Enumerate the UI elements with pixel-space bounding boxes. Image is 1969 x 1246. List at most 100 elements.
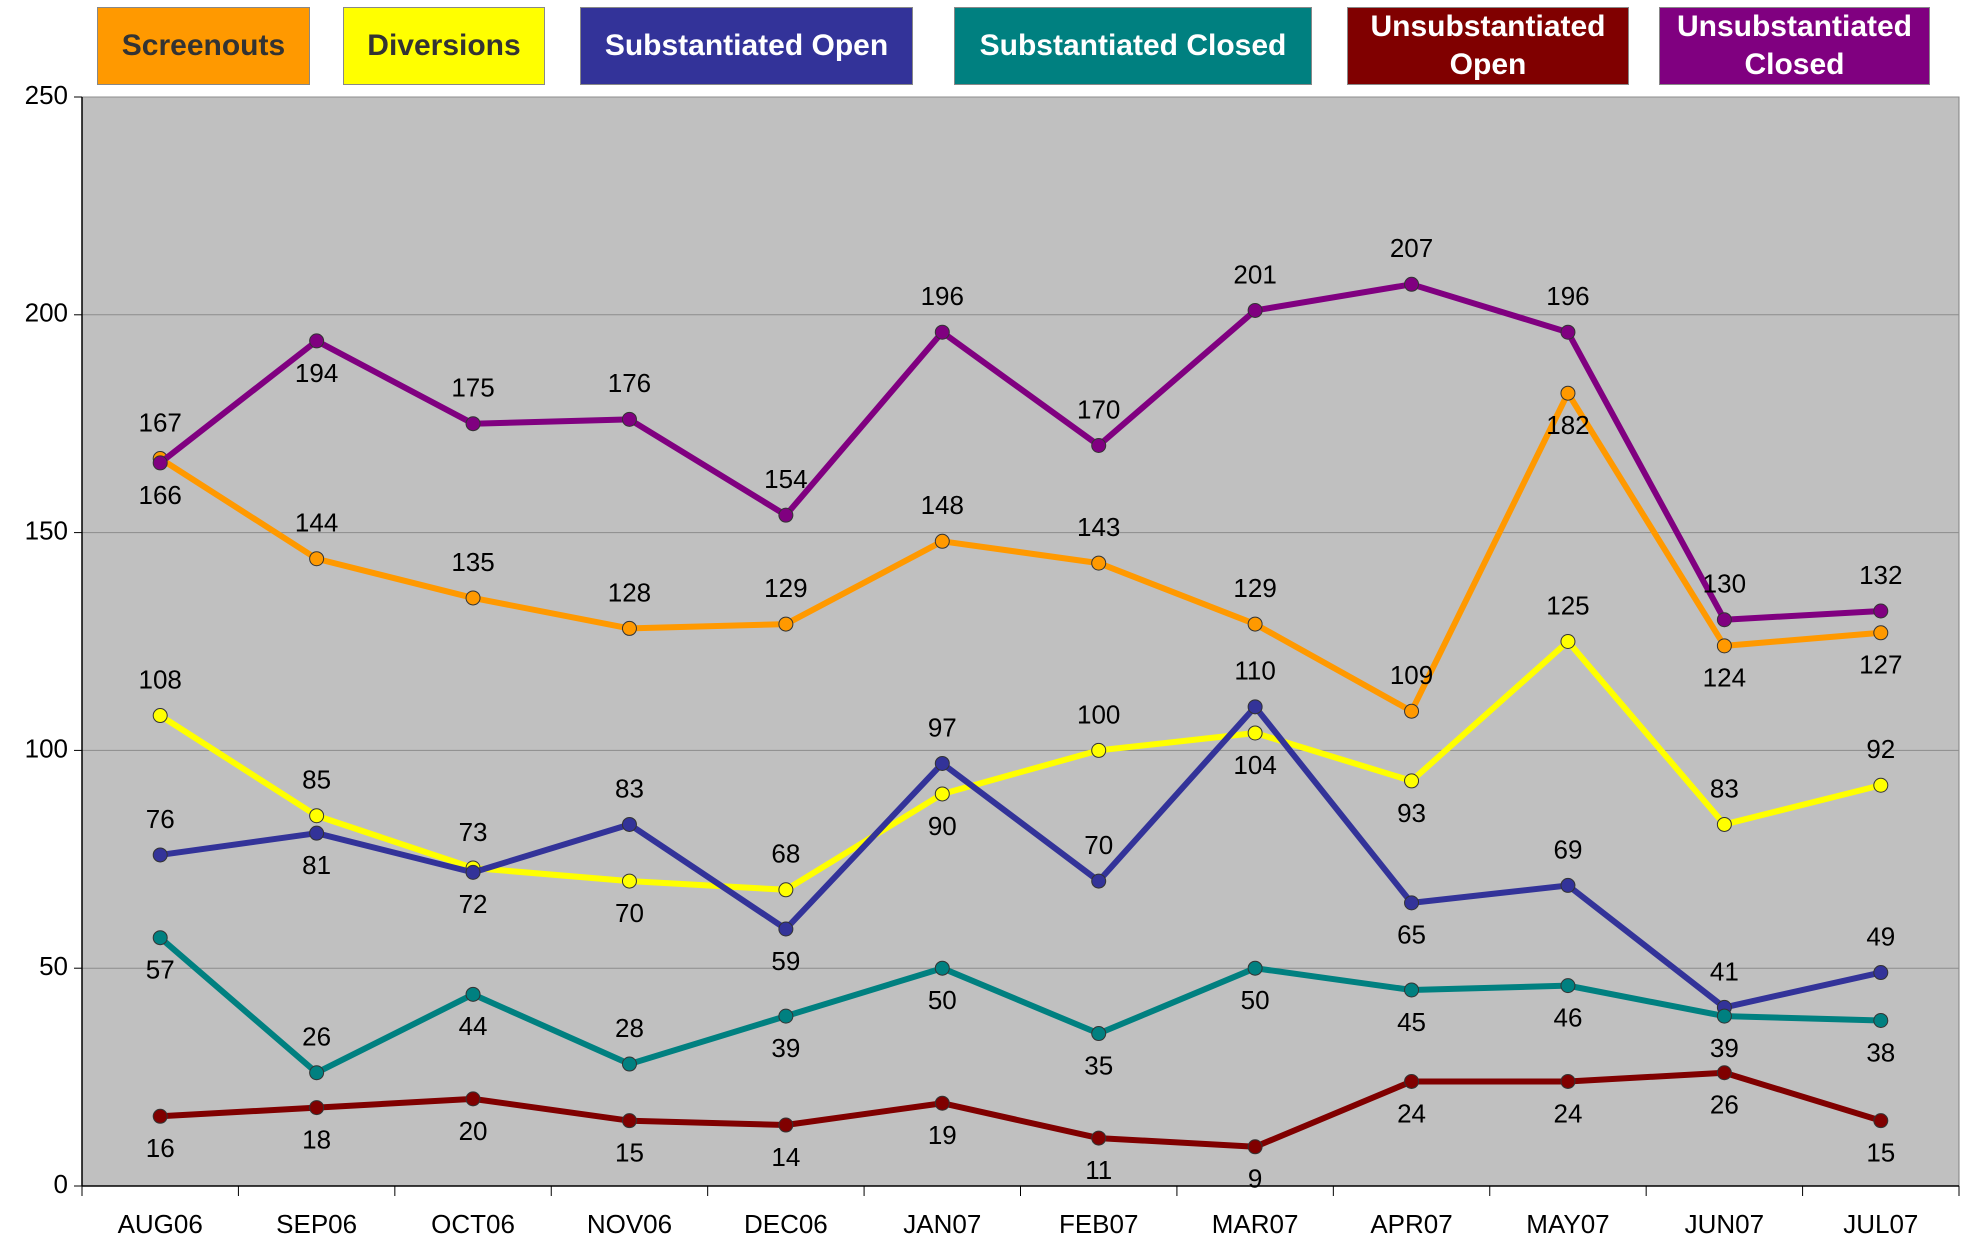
data-point — [934, 1095, 950, 1111]
data-label: 85 — [302, 765, 331, 795]
data-point — [1247, 1139, 1263, 1155]
data-point — [1560, 324, 1576, 340]
data-point — [621, 873, 637, 889]
series-line — [159, 703, 1882, 1011]
data-point — [621, 1056, 637, 1072]
data-label: 50 — [928, 985, 957, 1015]
data-point — [1091, 437, 1107, 453]
x-tick-label: JUN07 — [1685, 1209, 1764, 1239]
data-point — [1560, 385, 1576, 401]
y-tick-label: 150 — [25, 515, 68, 545]
data-label: 16 — [146, 1133, 175, 1163]
data-point — [1716, 638, 1732, 654]
data-label: 26 — [1710, 1090, 1739, 1120]
data-label: 9 — [1248, 1164, 1262, 1194]
data-point — [465, 590, 481, 606]
data-point — [465, 1091, 481, 1107]
data-label: 65 — [1397, 920, 1426, 950]
data-point — [1404, 895, 1420, 911]
data-point — [621, 816, 637, 832]
data-label: 182 — [1546, 410, 1589, 440]
data-label: 18 — [302, 1124, 331, 1154]
x-tick-label: DEC06 — [744, 1209, 828, 1239]
data-point — [152, 708, 168, 724]
data-label: 148 — [921, 490, 964, 520]
data-point — [1247, 699, 1263, 715]
data-point — [152, 930, 168, 946]
data-label: 90 — [928, 811, 957, 841]
data-label: 125 — [1546, 590, 1589, 620]
data-point — [1404, 1073, 1420, 1089]
legend-item: Screenouts — [97, 7, 310, 85]
x-tick-label: SEP06 — [276, 1209, 357, 1239]
data-label: 129 — [1233, 573, 1276, 603]
data-label: 70 — [1084, 830, 1113, 860]
data-point — [1247, 725, 1263, 741]
data-point — [1560, 978, 1576, 994]
data-point — [1091, 1026, 1107, 1042]
data-point — [1091, 555, 1107, 571]
legend-item: Diversions — [343, 7, 545, 85]
x-tick-label: OCT06 — [431, 1209, 515, 1239]
data-point — [1091, 1130, 1107, 1146]
data-point — [621, 620, 637, 636]
x-tick-label: APR07 — [1370, 1209, 1452, 1239]
data-label: 20 — [459, 1116, 488, 1146]
data-point — [465, 864, 481, 880]
legend-item: Substantiated Closed — [954, 7, 1312, 85]
y-tick-label: 0 — [54, 1169, 68, 1199]
data-point — [1560, 634, 1576, 649]
data-label: 128 — [608, 577, 651, 607]
data-point — [465, 416, 481, 432]
data-label: 100 — [1077, 699, 1120, 729]
data-point — [1873, 1113, 1889, 1129]
legend-item: Substantiated Open — [580, 7, 913, 85]
x-tick-label: MAY07 — [1526, 1209, 1609, 1239]
data-point — [778, 616, 794, 632]
data-point — [1716, 816, 1732, 832]
data-point — [309, 551, 325, 567]
data-point — [778, 1008, 794, 1024]
data-point — [152, 847, 168, 863]
data-label: 28 — [615, 1013, 644, 1043]
data-point — [1560, 1073, 1576, 1089]
plot-area — [81, 96, 1960, 1187]
data-label: 41 — [1710, 956, 1739, 986]
data-point — [1247, 960, 1263, 976]
data-label: 93 — [1397, 798, 1426, 828]
data-label: 76 — [146, 804, 175, 834]
data-point — [778, 1117, 794, 1133]
data-label: 69 — [1553, 834, 1582, 864]
data-point — [1873, 1012, 1889, 1028]
data-point — [309, 333, 325, 349]
data-label: 175 — [451, 373, 494, 403]
data-label: 26 — [302, 1022, 331, 1052]
data-label: 11 — [1085, 1155, 1112, 1185]
y-tick-label: 250 — [25, 80, 68, 110]
data-label: 59 — [771, 946, 800, 976]
data-point — [152, 455, 168, 471]
data-point — [621, 1113, 637, 1129]
legend-item: Unsubstantiated Open — [1347, 7, 1629, 85]
data-label: 170 — [1077, 394, 1120, 424]
y-tick-label: 100 — [25, 733, 68, 763]
data-label: 154 — [764, 464, 807, 494]
data-point — [934, 324, 950, 340]
data-label: 83 — [1710, 773, 1739, 803]
data-label: 45 — [1397, 1007, 1426, 1037]
data-label: 97 — [928, 712, 957, 742]
data-label: 201 — [1233, 259, 1276, 289]
data-point — [1091, 742, 1107, 758]
data-point — [1091, 873, 1107, 889]
x-tick-label: JAN07 — [903, 1209, 981, 1239]
data-label: 19 — [928, 1120, 957, 1150]
data-point — [778, 882, 794, 898]
data-label: 50 — [1241, 985, 1270, 1015]
data-point — [1404, 276, 1420, 292]
data-point — [934, 533, 950, 549]
data-label: 196 — [1546, 281, 1589, 311]
data-point — [1873, 603, 1889, 619]
data-label: 15 — [615, 1138, 644, 1168]
